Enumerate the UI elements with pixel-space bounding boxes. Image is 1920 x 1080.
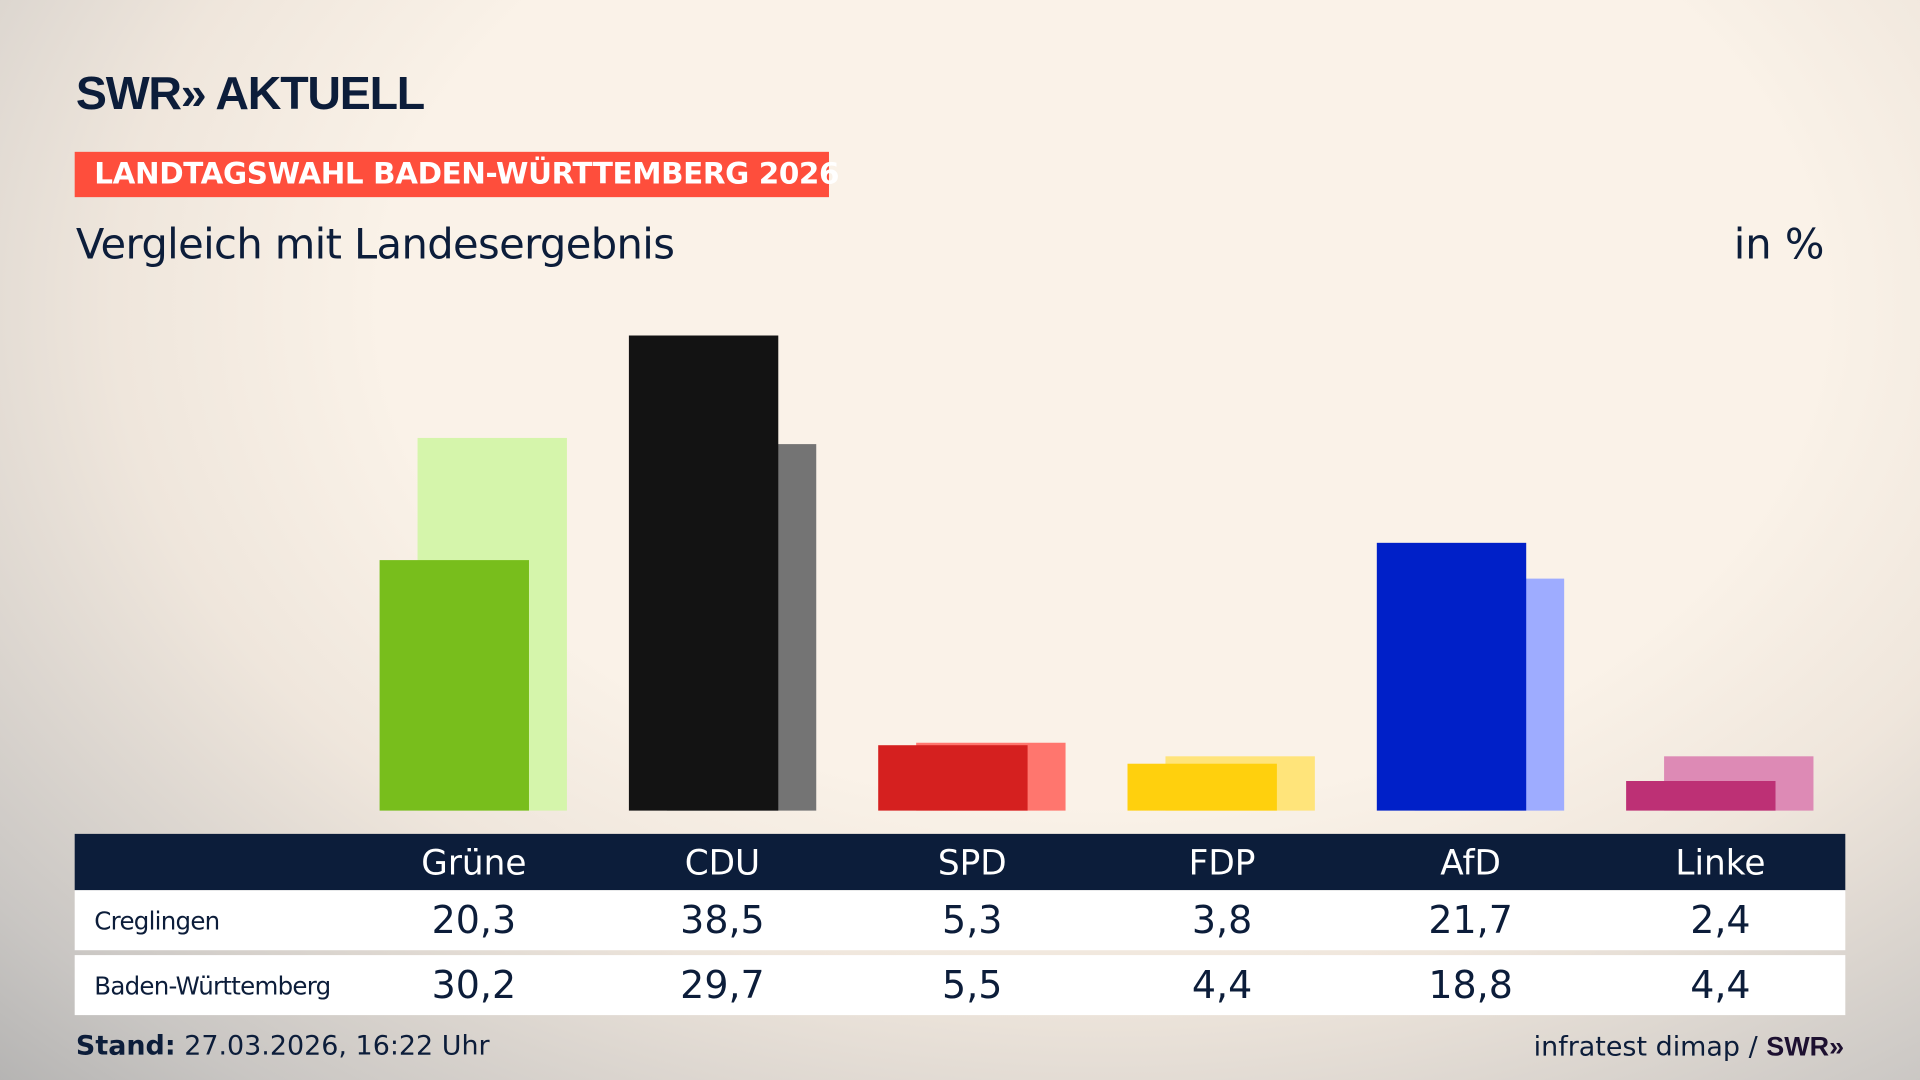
value-cell: 3,8: [1191, 898, 1253, 943]
stand-value: 27.03.2026, 16:22 Uhr: [184, 1031, 490, 1062]
chart-title: Vergleich mit Landesergebnis: [75, 220, 675, 270]
swr-aktuell-logo: SWR» AKTUELL: [75, 68, 425, 121]
bar-local-spd: [878, 745, 1028, 811]
table-header: Grüne CDU SPD FDP AfD Linke: [74, 833, 1846, 891]
unit-label: in %: [1733, 220, 1825, 270]
header-spd: SPD: [937, 841, 1007, 883]
row-label: Creglingen: [94, 905, 220, 935]
header-fdp: FDP: [1188, 841, 1256, 883]
value-cell: 5,3: [942, 898, 1003, 943]
value-cell: 29,7: [680, 963, 765, 1008]
bar-local-cdu: [628, 335, 779, 811]
source: infratest dimap / SWR»: [1534, 1031, 1844, 1063]
bar-local-grüne: [379, 560, 529, 811]
source-text: infratest dimap /: [1533, 1032, 1758, 1063]
header-gruene: Grüne: [421, 841, 527, 883]
bar-local-linke: [1626, 780, 1776, 811]
value-cell: 38,5: [680, 898, 765, 943]
value-cell: 21,7: [1428, 898, 1513, 943]
header-afd: AfD: [1440, 841, 1501, 883]
table-row: Creglingen 20,3 38,5 5,3 3,8 21,7 2,4: [74, 890, 1846, 951]
value-cell: 5,5: [942, 963, 1003, 1008]
table-row: Baden-Württemberg 30,2 29,7 5,5 4,4 18,8…: [74, 955, 1846, 1016]
value-cell: 18,8: [1428, 963, 1513, 1008]
row-label: Baden-Württemberg: [94, 970, 331, 1000]
header-linke: Linke: [1675, 841, 1766, 883]
value-cell: 4,4: [1191, 963, 1253, 1008]
value-cell: 30,2: [431, 963, 517, 1008]
timestamp: Stand: 27.03.2026, 16:22 Uhr: [76, 1031, 490, 1062]
bar-local-afd: [1376, 542, 1527, 811]
election-kicker: LANDTAGSWAHL BADEN-WÜRTTEMBERG 2026: [74, 151, 839, 198]
bar-local-fdp: [1127, 763, 1277, 811]
stand-label: Stand:: [75, 1031, 176, 1062]
value-cell: 2,4: [1690, 898, 1751, 943]
header-cdu: CDU: [684, 841, 761, 883]
value-cell: 4,4: [1690, 963, 1751, 1008]
swr-logo: SWR»: [1766, 1031, 1845, 1062]
value-cell: 20,3: [431, 898, 517, 943]
